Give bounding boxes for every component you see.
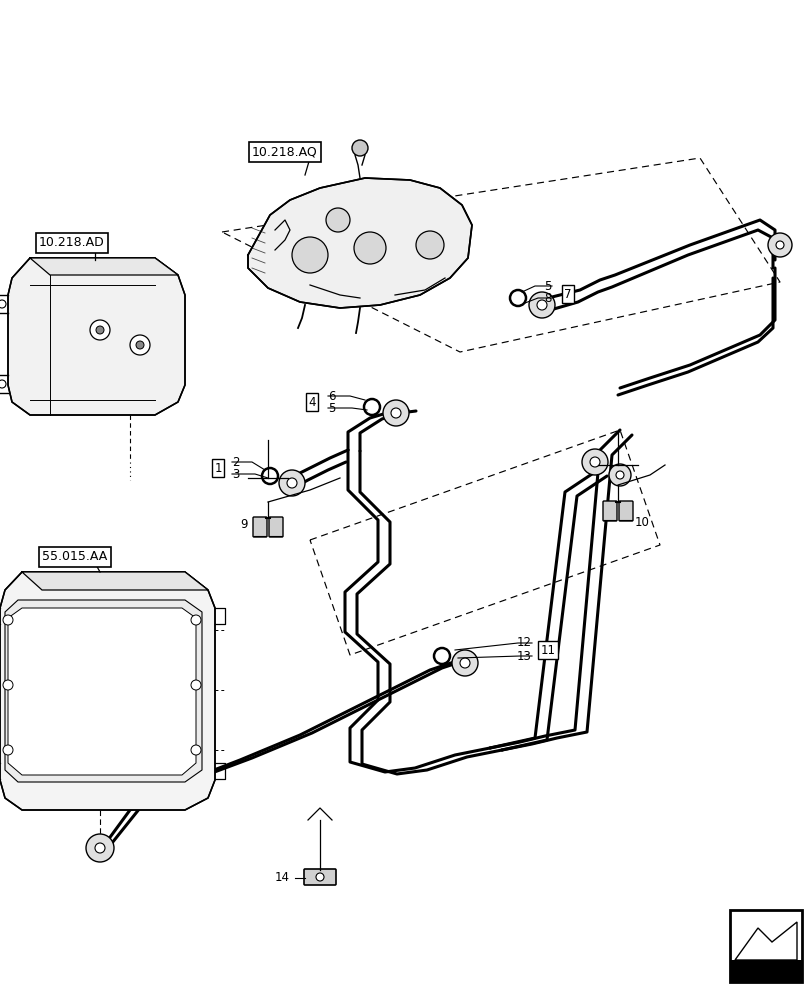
- Circle shape: [452, 650, 478, 676]
- Text: 8: 8: [544, 292, 551, 304]
- Circle shape: [96, 326, 104, 334]
- Circle shape: [383, 400, 409, 426]
- FancyBboxPatch shape: [618, 501, 633, 521]
- Text: 3: 3: [232, 468, 239, 481]
- Circle shape: [415, 231, 444, 259]
- Circle shape: [191, 615, 201, 625]
- Text: 6: 6: [328, 389, 335, 402]
- Circle shape: [775, 241, 783, 249]
- Circle shape: [90, 320, 109, 340]
- Circle shape: [581, 449, 607, 475]
- FancyBboxPatch shape: [603, 501, 616, 521]
- Text: 55.015.AA: 55.015.AA: [42, 550, 108, 564]
- Text: 14: 14: [275, 871, 290, 884]
- Polygon shape: [734, 922, 796, 960]
- Circle shape: [391, 408, 401, 418]
- Text: 5: 5: [544, 279, 551, 292]
- Text: 5: 5: [328, 401, 335, 414]
- Text: 4: 4: [308, 395, 315, 408]
- Circle shape: [286, 478, 297, 488]
- Circle shape: [191, 745, 201, 755]
- Circle shape: [0, 380, 6, 388]
- Circle shape: [351, 140, 367, 156]
- Circle shape: [460, 658, 470, 668]
- Circle shape: [95, 843, 105, 853]
- Text: 9: 9: [240, 518, 247, 532]
- Polygon shape: [22, 572, 208, 590]
- Text: 1: 1: [214, 462, 221, 475]
- Circle shape: [528, 292, 554, 318]
- Circle shape: [608, 464, 630, 486]
- Circle shape: [292, 237, 328, 273]
- Polygon shape: [8, 258, 185, 415]
- Polygon shape: [247, 178, 471, 308]
- Text: 13: 13: [517, 650, 531, 662]
- Circle shape: [279, 470, 305, 496]
- Circle shape: [191, 680, 201, 690]
- Polygon shape: [30, 258, 178, 275]
- Text: 12: 12: [517, 637, 531, 650]
- Circle shape: [354, 232, 385, 264]
- Text: 11: 11: [540, 644, 555, 656]
- Circle shape: [3, 745, 13, 755]
- Text: 10: 10: [634, 516, 649, 528]
- Text: 7: 7: [564, 288, 571, 300]
- Circle shape: [130, 335, 150, 355]
- Polygon shape: [0, 572, 215, 810]
- Text: 10.218.AD: 10.218.AD: [39, 236, 105, 249]
- Circle shape: [0, 300, 6, 308]
- Circle shape: [3, 615, 13, 625]
- Bar: [729, 910, 801, 982]
- Circle shape: [536, 300, 547, 310]
- Polygon shape: [5, 600, 202, 782]
- Bar: [729, 960, 801, 982]
- Circle shape: [325, 208, 350, 232]
- Circle shape: [135, 341, 144, 349]
- Text: 2: 2: [232, 456, 239, 468]
- Circle shape: [616, 471, 623, 479]
- FancyBboxPatch shape: [303, 869, 336, 885]
- Text: 10.218.AQ: 10.218.AQ: [251, 146, 317, 159]
- Circle shape: [86, 834, 114, 862]
- FancyBboxPatch shape: [253, 517, 267, 537]
- Circle shape: [315, 873, 324, 881]
- Circle shape: [3, 680, 13, 690]
- FancyBboxPatch shape: [268, 517, 283, 537]
- Circle shape: [767, 233, 791, 257]
- Circle shape: [590, 457, 599, 467]
- Polygon shape: [8, 608, 195, 775]
